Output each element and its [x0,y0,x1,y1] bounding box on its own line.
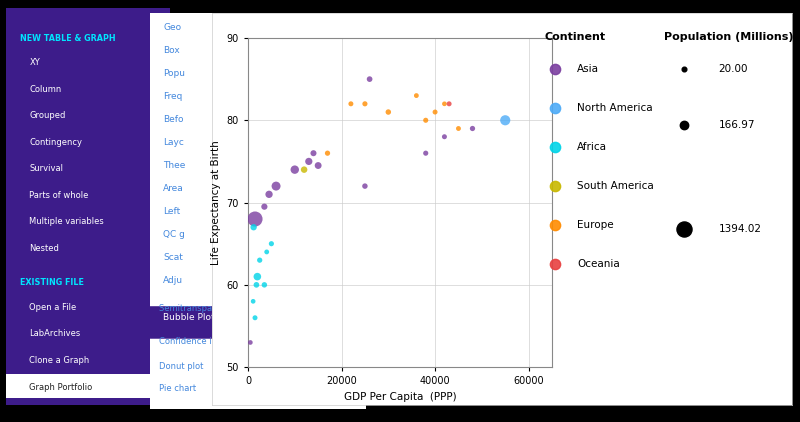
Point [254,257,266,263]
Text: Layc: Layc [163,138,184,146]
Point [251,273,264,280]
Text: LabArchives: LabArchives [30,329,81,338]
Text: Pie chart: Pie chart [159,384,196,392]
Text: Continent: Continent [545,32,606,42]
Point [258,203,270,210]
Point [549,222,562,229]
X-axis label: GDP Per Capita  (PPP): GDP Per Capita (PPP) [344,392,456,402]
Point [270,183,282,189]
Point [442,100,455,107]
Text: Column: Column [30,84,62,94]
Text: Freq: Freq [163,92,182,100]
Point [452,125,465,132]
Text: 1394.02: 1394.02 [718,224,762,234]
Text: EXISTING FILE: EXISTING FILE [19,278,83,287]
Text: Asia: Asia [578,65,599,74]
Text: Popu: Popu [163,69,186,78]
Point [321,150,334,157]
Text: QC g: QC g [163,230,186,239]
Point [363,76,376,82]
Point [307,150,320,157]
Point [549,66,562,73]
Point [466,125,479,132]
FancyBboxPatch shape [6,374,170,398]
Text: Area: Area [163,184,184,192]
Text: Europe: Europe [578,220,614,230]
Text: Left: Left [163,207,181,216]
Text: Donut plot: Donut plot [159,362,203,371]
Point [549,105,562,112]
Point [247,224,260,230]
Text: Bubble Plot: Bubble Plot [163,313,215,322]
Point [312,162,325,169]
Text: XY: XY [30,58,40,67]
Point [250,281,263,288]
Point [499,117,512,124]
Text: Population (Millions): Population (Millions) [664,32,794,42]
Text: 20.00: 20.00 [718,65,748,74]
Point [678,122,690,128]
Text: Confidence interval zone by hooking: Confidence interval zone by hooking [159,337,314,346]
Point [258,281,270,288]
Point [549,261,562,268]
Text: Open a File: Open a File [30,303,77,312]
Text: Nested: Nested [30,244,59,253]
Text: Graph Portfolio: Graph Portfolio [30,382,93,392]
Text: Clone a Graph: Clone a Graph [30,356,90,365]
Point [438,100,451,107]
Text: Grouped: Grouped [30,111,66,120]
Point [382,108,394,115]
Point [249,216,262,222]
FancyBboxPatch shape [148,306,369,339]
Point [260,249,273,255]
Point [249,314,262,321]
Point [345,100,358,107]
Point [419,150,432,157]
Point [429,108,442,115]
Text: Befo: Befo [163,115,184,124]
Text: Thee: Thee [163,161,186,170]
Point [419,117,432,124]
Point [410,92,422,99]
Point [358,183,371,189]
Text: 166.97: 166.97 [718,120,755,130]
Point [678,66,690,73]
Point [302,158,315,165]
Text: Adju: Adju [163,276,183,285]
Point [549,183,562,190]
Point [246,298,259,305]
Point [678,226,690,233]
Point [265,240,278,247]
Point [288,166,301,173]
Point [358,100,371,107]
Text: South America: South America [578,181,654,191]
Text: Semitransparent overlapping area fills: Semitransparent overlapping area fills [159,304,321,313]
Text: Geo: Geo [163,23,182,32]
Text: North America: North America [578,103,653,114]
Point [298,166,310,173]
Text: Oceania: Oceania [578,260,620,269]
Text: Box: Box [163,46,180,54]
Text: Africa: Africa [578,142,607,152]
Text: Parts of whole: Parts of whole [30,191,89,200]
Text: Scat: Scat [163,253,183,262]
Point [438,133,451,140]
Point [244,339,257,346]
Y-axis label: Life Expectancy at Birth: Life Expectancy at Birth [211,140,221,265]
Text: NEW TABLE & GRAPH: NEW TABLE & GRAPH [19,34,115,43]
Text: Survival: Survival [30,164,63,173]
Point [262,191,275,197]
Point [549,144,562,151]
Text: Multiple variables: Multiple variables [30,217,104,227]
Text: Contingency: Contingency [30,138,82,147]
